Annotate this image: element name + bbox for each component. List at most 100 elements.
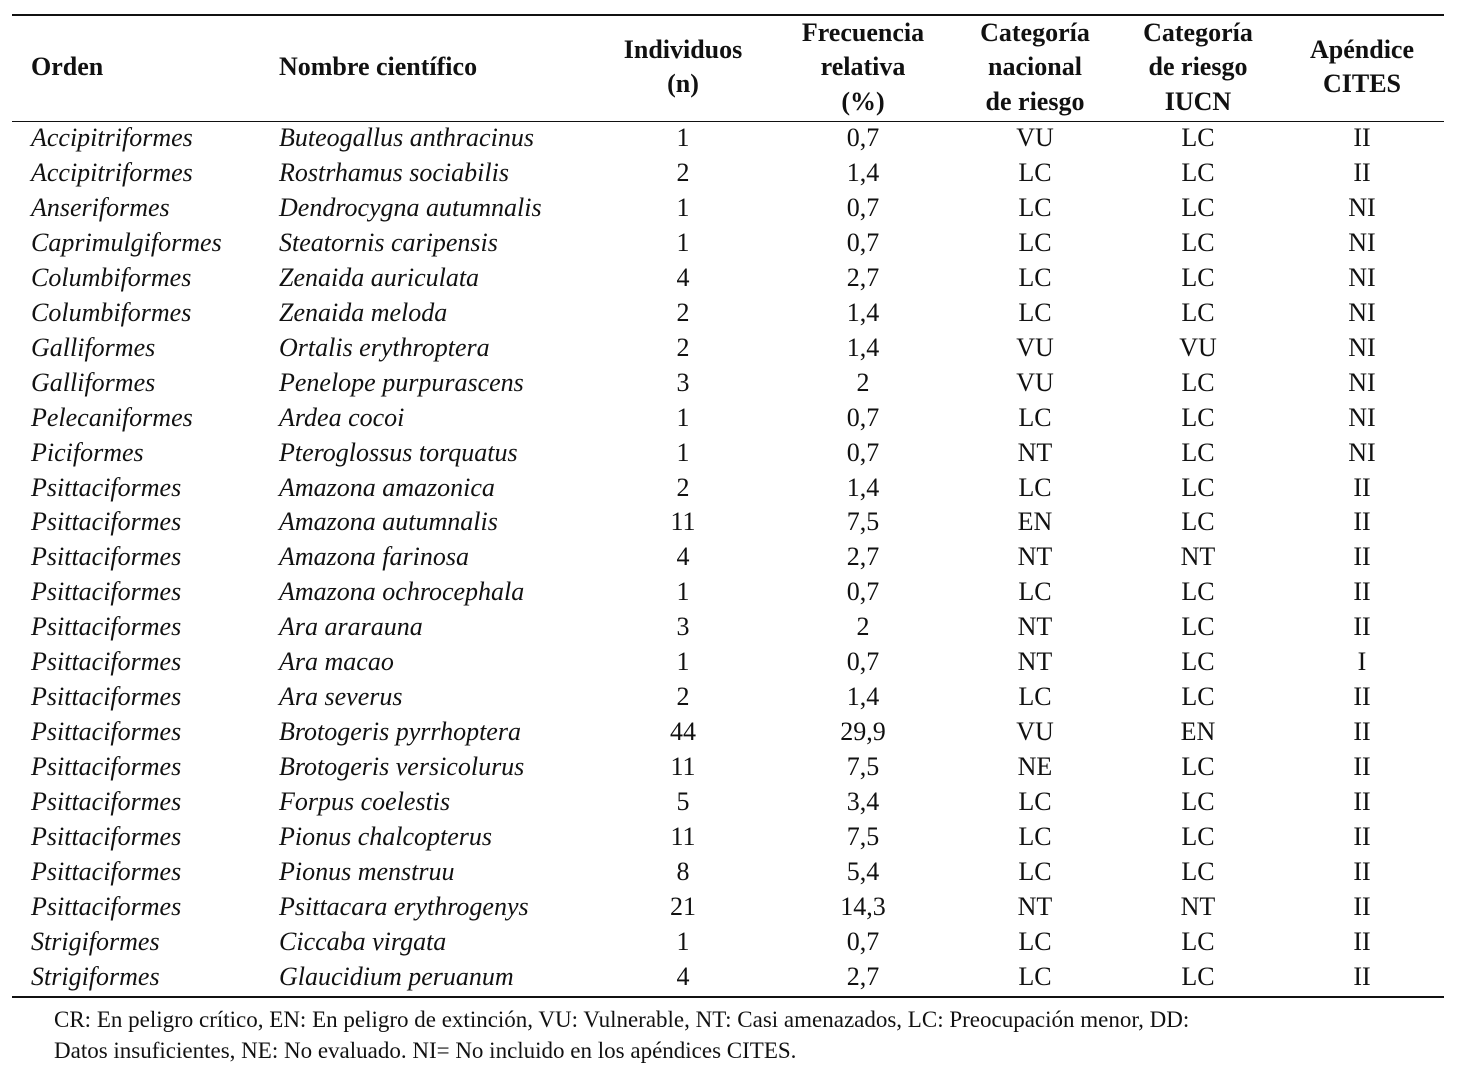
table-cell: NT (1017, 437, 1053, 467)
table-cell: II (1353, 682, 1371, 712)
table-cell: 5,4 (846, 856, 880, 886)
table-cell: II (1353, 577, 1371, 607)
table-cell: NI (1348, 297, 1376, 327)
table-cell: 1 (676, 577, 690, 607)
table-cell: 2 (856, 367, 870, 397)
table-cell: Zenaida auriculata (279, 262, 480, 292)
table-cell: Psittaciformes (31, 856, 182, 886)
table-cell: NI (1348, 402, 1376, 432)
table-cell: LC (1018, 262, 1052, 292)
table-cell: LC (1018, 227, 1052, 257)
table-cell: Brotogeris pyrrhoptera (279, 717, 521, 747)
column-header: nacional (988, 52, 1082, 81)
table-cell: Pelecaniformes (31, 402, 193, 432)
table-cell: NT (1017, 612, 1053, 642)
table-cell: Accipitriformes (31, 157, 193, 187)
table-cell: Piciformes (31, 437, 144, 467)
table-cell: Psittaciformes (31, 717, 182, 747)
table-cell: NI (1348, 227, 1376, 257)
table-cell: II (1353, 752, 1371, 782)
table-cell: 1 (676, 123, 690, 152)
table-cell: LC (1181, 123, 1215, 152)
table-cell: Psittaciformes (31, 822, 182, 851)
table-cell: 1 (676, 647, 690, 677)
column-header: IUCN (1164, 86, 1232, 116)
table-cell: LC (1181, 297, 1215, 327)
table-cell: VU (1016, 332, 1054, 362)
column-header: Nombre científico (279, 52, 478, 81)
table-cell: 2,7 (846, 262, 880, 292)
footnote: CR: En peligro crítico, EN: En peligro d… (54, 1007, 1190, 1032)
table-cell: LC (1181, 577, 1215, 607)
table-cell: Psittaciformes (31, 577, 182, 607)
table-cell: 1 (676, 192, 690, 222)
table-cell: 4 (676, 262, 690, 292)
table-cell: LC (1181, 647, 1215, 677)
table-cell: Psittaciformes (31, 682, 182, 712)
table-cell: LC (1181, 612, 1215, 642)
table-cell: VU (1016, 717, 1054, 747)
table-cell: Glaucidium peruanum (279, 961, 514, 991)
footnote: Datos insuficientes, NE: No evaluado. NI… (54, 1038, 797, 1063)
table-cell: Galliformes (31, 332, 156, 362)
table-cell: VU (1016, 123, 1054, 152)
table-cell: 1 (676, 402, 690, 432)
table-cell: II (1353, 612, 1371, 642)
column-header: relativa (820, 52, 906, 81)
table-cell: 8 (676, 856, 690, 886)
table-cell: Psittaciformes (31, 752, 182, 782)
table-cell: NT (1017, 542, 1053, 572)
table-cell: 1,4 (846, 297, 880, 327)
table-cell: 1,4 (846, 332, 880, 362)
table-cell: EN (1017, 507, 1053, 537)
table-cell: 1 (676, 227, 690, 257)
table-cell: Pionus chalcopterus (279, 822, 493, 851)
table-cell: Ardea cocoi (279, 402, 405, 432)
table-cell: EN (1180, 717, 1216, 747)
column-header: (n) (667, 69, 699, 99)
table-cell: 7,5 (846, 822, 880, 851)
table-cell: LC (1018, 577, 1052, 607)
table-cell: Strigiformes (31, 961, 160, 991)
table-cell: LC (1018, 856, 1052, 886)
table-cell: Psittaciformes (31, 891, 182, 921)
table-cell: II (1353, 717, 1371, 747)
table-cell: Psittaciformes (31, 542, 182, 572)
table-cell: VU (1016, 367, 1054, 397)
table-cell: Caprimulgiformes (31, 227, 222, 257)
table-cell: NI (1348, 332, 1376, 362)
table-cell: 0,7 (846, 192, 880, 222)
column-header: de riesgo (985, 86, 1085, 116)
table-cell: Penelope purpurascens (279, 367, 524, 397)
table-cell: LC (1018, 192, 1052, 222)
column-header: Individuos (623, 34, 743, 64)
table-cell: Rostrhamus sociabilis (279, 157, 509, 187)
table-cell: LC (1181, 752, 1215, 782)
table-cell: LC (1018, 157, 1052, 187)
table-cell: Accipitriformes (31, 123, 193, 152)
table-cell: Psittacara erythrogenys (279, 891, 529, 921)
table-cell: NI (1348, 437, 1376, 467)
table-cell: 3,4 (846, 787, 880, 817)
table-cell: 1 (676, 926, 690, 956)
table-cell: LC (1181, 402, 1215, 432)
table-cell: 7,5 (846, 752, 880, 782)
table-cell: 2,7 (846, 542, 880, 572)
table-cell: LC (1018, 402, 1052, 432)
table-cell: NT (1017, 647, 1053, 677)
table-cell: 11 (670, 822, 696, 851)
table-cell: LC (1181, 787, 1215, 817)
table-cell: 1,4 (846, 682, 880, 712)
table-cell: 0,7 (846, 647, 880, 677)
column-header: Categoría (980, 17, 1090, 47)
table-cell: Forpus coelestis (279, 787, 451, 817)
table-cell: LC (1181, 682, 1215, 712)
table-cell: Galliformes (31, 367, 156, 397)
header-rule (12, 121, 1444, 122)
table-cell: LC (1181, 856, 1215, 886)
table-cell: Pteroglossus torquatus (279, 437, 518, 467)
table-cell: Ara severus (279, 682, 403, 712)
table-cell: NI (1348, 262, 1376, 292)
top-rule (12, 14, 1444, 16)
